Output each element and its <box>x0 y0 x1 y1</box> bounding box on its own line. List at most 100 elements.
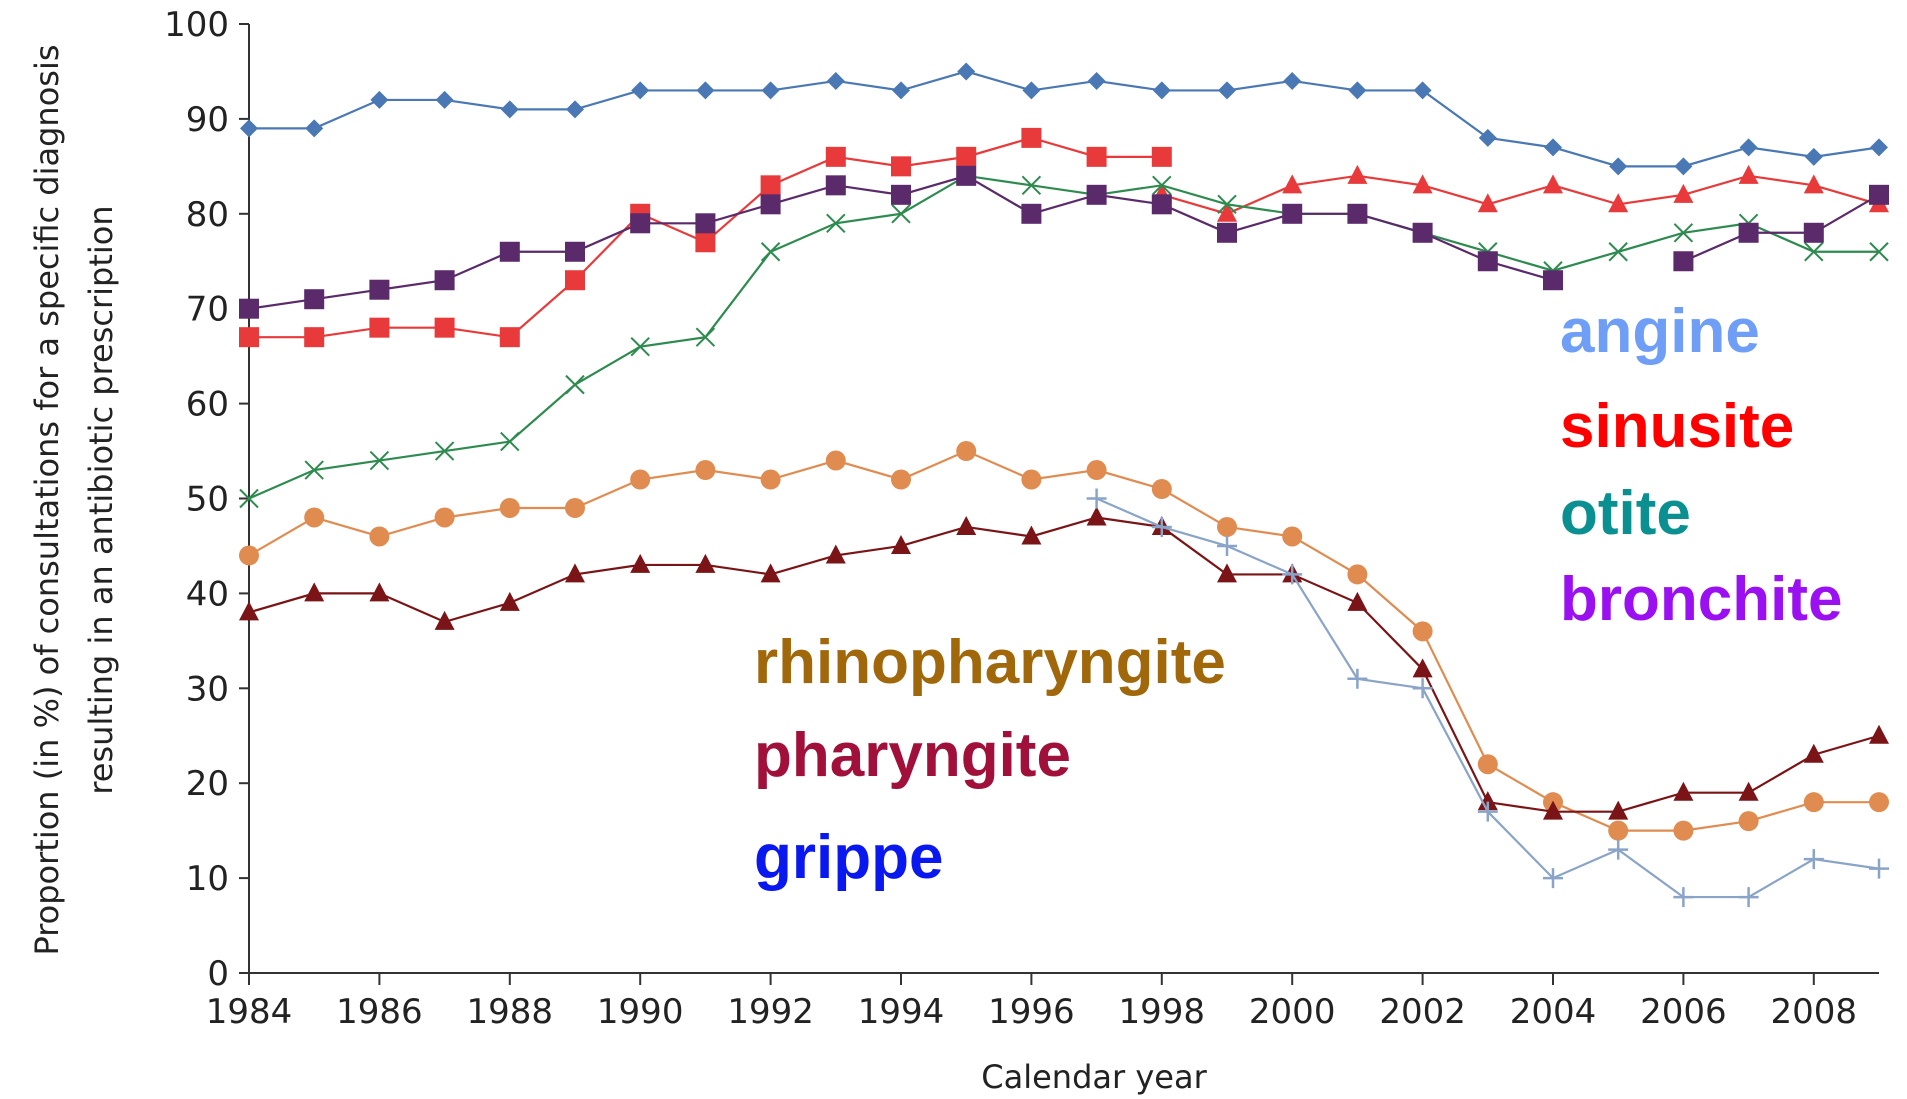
data-point <box>1738 781 1759 801</box>
y-axis-title: Proportion (in %) of consultations for a… <box>28 44 66 955</box>
data-point <box>825 175 846 196</box>
y-tick-label: 90 <box>186 100 229 140</box>
data-point <box>1348 81 1367 100</box>
data-point <box>1151 516 1172 537</box>
data-point <box>369 450 390 471</box>
data-point <box>1087 71 1106 90</box>
data-point <box>630 469 651 490</box>
data-point <box>1021 525 1042 545</box>
data-point <box>1217 535 1237 556</box>
data-point <box>631 81 650 100</box>
data-point <box>1021 175 1042 196</box>
data-point <box>435 90 454 109</box>
data-point <box>825 146 846 167</box>
data-point <box>891 204 911 224</box>
data-point <box>500 100 519 119</box>
data-point <box>630 553 651 573</box>
series <box>1151 164 1889 222</box>
y-tick-label: 20 <box>186 764 229 804</box>
data-point <box>565 374 585 395</box>
x-tick-label: 1996 <box>988 992 1075 1032</box>
data-point <box>1738 222 1759 243</box>
data-point <box>1412 678 1433 699</box>
data-point <box>370 90 389 109</box>
series <box>240 62 1888 176</box>
data-point <box>1152 175 1172 196</box>
data-point <box>1543 174 1563 194</box>
data-point <box>956 441 977 462</box>
data-point <box>1347 203 1368 224</box>
data-point <box>1412 621 1433 642</box>
data-point <box>1673 820 1694 841</box>
data-point <box>825 544 846 564</box>
data-point <box>239 545 259 566</box>
data-point <box>1022 81 1041 100</box>
series <box>239 127 1172 348</box>
series <box>239 165 1889 319</box>
data-point <box>1347 164 1368 184</box>
data-point <box>1412 658 1433 678</box>
data-point <box>1217 222 1237 243</box>
x-tick-label: 2000 <box>1249 992 1336 1032</box>
series-line <box>248 449 1879 832</box>
data-point <box>1086 506 1107 526</box>
data-point <box>1608 820 1629 841</box>
series-line <box>249 70 1880 168</box>
data-point <box>695 327 716 347</box>
data-point <box>1477 251 1498 272</box>
data-point <box>1151 479 1172 500</box>
data-point <box>369 279 390 300</box>
data-point <box>1673 781 1694 801</box>
data-point <box>500 431 520 452</box>
series-annotation: sinusite <box>1560 392 1794 461</box>
data-point <box>1477 791 1498 811</box>
y-tick-label: 10 <box>186 859 229 899</box>
series-annotation: angine <box>1560 297 1760 366</box>
series <box>239 506 1889 820</box>
y-tick-label: 40 <box>186 574 229 614</box>
data-point <box>239 488 259 509</box>
data-point <box>1412 222 1433 243</box>
data-point <box>760 175 781 196</box>
series <box>1086 488 1889 908</box>
data-point <box>957 62 976 81</box>
data-point <box>891 156 911 177</box>
data-point <box>1152 81 1171 100</box>
series-annotation: rhinopharyngite <box>754 628 1226 697</box>
x-tick-label: 2008 <box>1771 992 1858 1032</box>
series-line <box>248 174 1879 500</box>
y-tick-label: 60 <box>186 385 229 425</box>
data-point <box>1282 203 1303 224</box>
data-point <box>760 563 781 583</box>
data-point <box>695 460 716 481</box>
data-point <box>369 526 390 547</box>
data-point <box>1021 203 1042 224</box>
data-point <box>1347 564 1368 585</box>
data-point <box>760 469 781 490</box>
data-point <box>892 81 910 100</box>
data-point <box>1608 242 1628 262</box>
data-point <box>826 213 846 233</box>
data-point <box>1804 147 1823 166</box>
data-point <box>1803 849 1824 870</box>
data-point <box>1869 242 1889 262</box>
data-point <box>1021 469 1042 490</box>
data-point <box>1803 222 1824 243</box>
y-tick-label: 30 <box>186 669 229 709</box>
series-annotation: grippe <box>754 823 943 892</box>
x-tick-label: 1994 <box>858 992 945 1032</box>
data-point <box>434 317 455 338</box>
data-point <box>630 336 650 357</box>
data-point <box>1738 164 1759 184</box>
data-point <box>434 610 455 630</box>
data-point <box>240 119 258 138</box>
data-point <box>695 213 716 234</box>
y-axis-title: resulting in an antibiotic prescription <box>82 205 120 794</box>
data-point <box>369 582 390 602</box>
data-point <box>826 71 845 90</box>
data-point <box>956 146 977 167</box>
data-point <box>1673 223 1694 243</box>
data-point <box>566 100 584 119</box>
